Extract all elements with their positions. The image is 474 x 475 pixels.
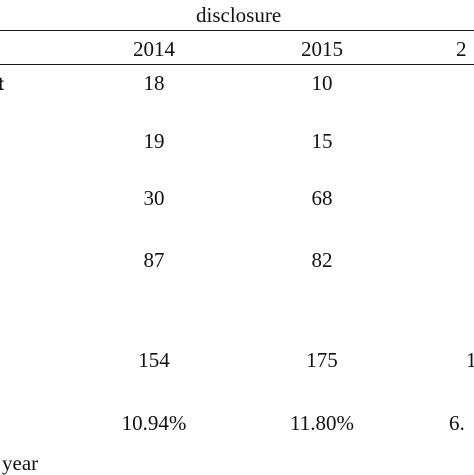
table-cell: 30 [143,186,165,210]
table-cell: 11.80% [290,411,354,435]
table-cell: 68 [311,186,333,210]
table-cell: 15 [311,129,333,153]
header-rule-top [0,30,474,31]
header-rule-bottom [0,64,474,65]
table-cell: 175 [306,348,338,372]
column-header-2015: 2015 [301,37,343,61]
column-header-2014: 2014 [133,37,175,61]
table-cell: 154 [138,348,170,372]
table-cell: 87 [143,248,165,272]
table-cell: 82 [311,248,333,272]
column-header-partial: 2 [456,37,467,61]
row-label: t [0,71,4,95]
table-cell: 18 [143,71,165,95]
table-cell: 1 [466,348,474,372]
table-cell: 10.94% [121,411,187,435]
table-cell: 10 [311,71,333,95]
footnote: year [2,451,39,475]
table-cell: 19 [143,129,165,153]
table-cell: 6. [449,411,465,435]
group-header: disclosure [196,3,282,27]
